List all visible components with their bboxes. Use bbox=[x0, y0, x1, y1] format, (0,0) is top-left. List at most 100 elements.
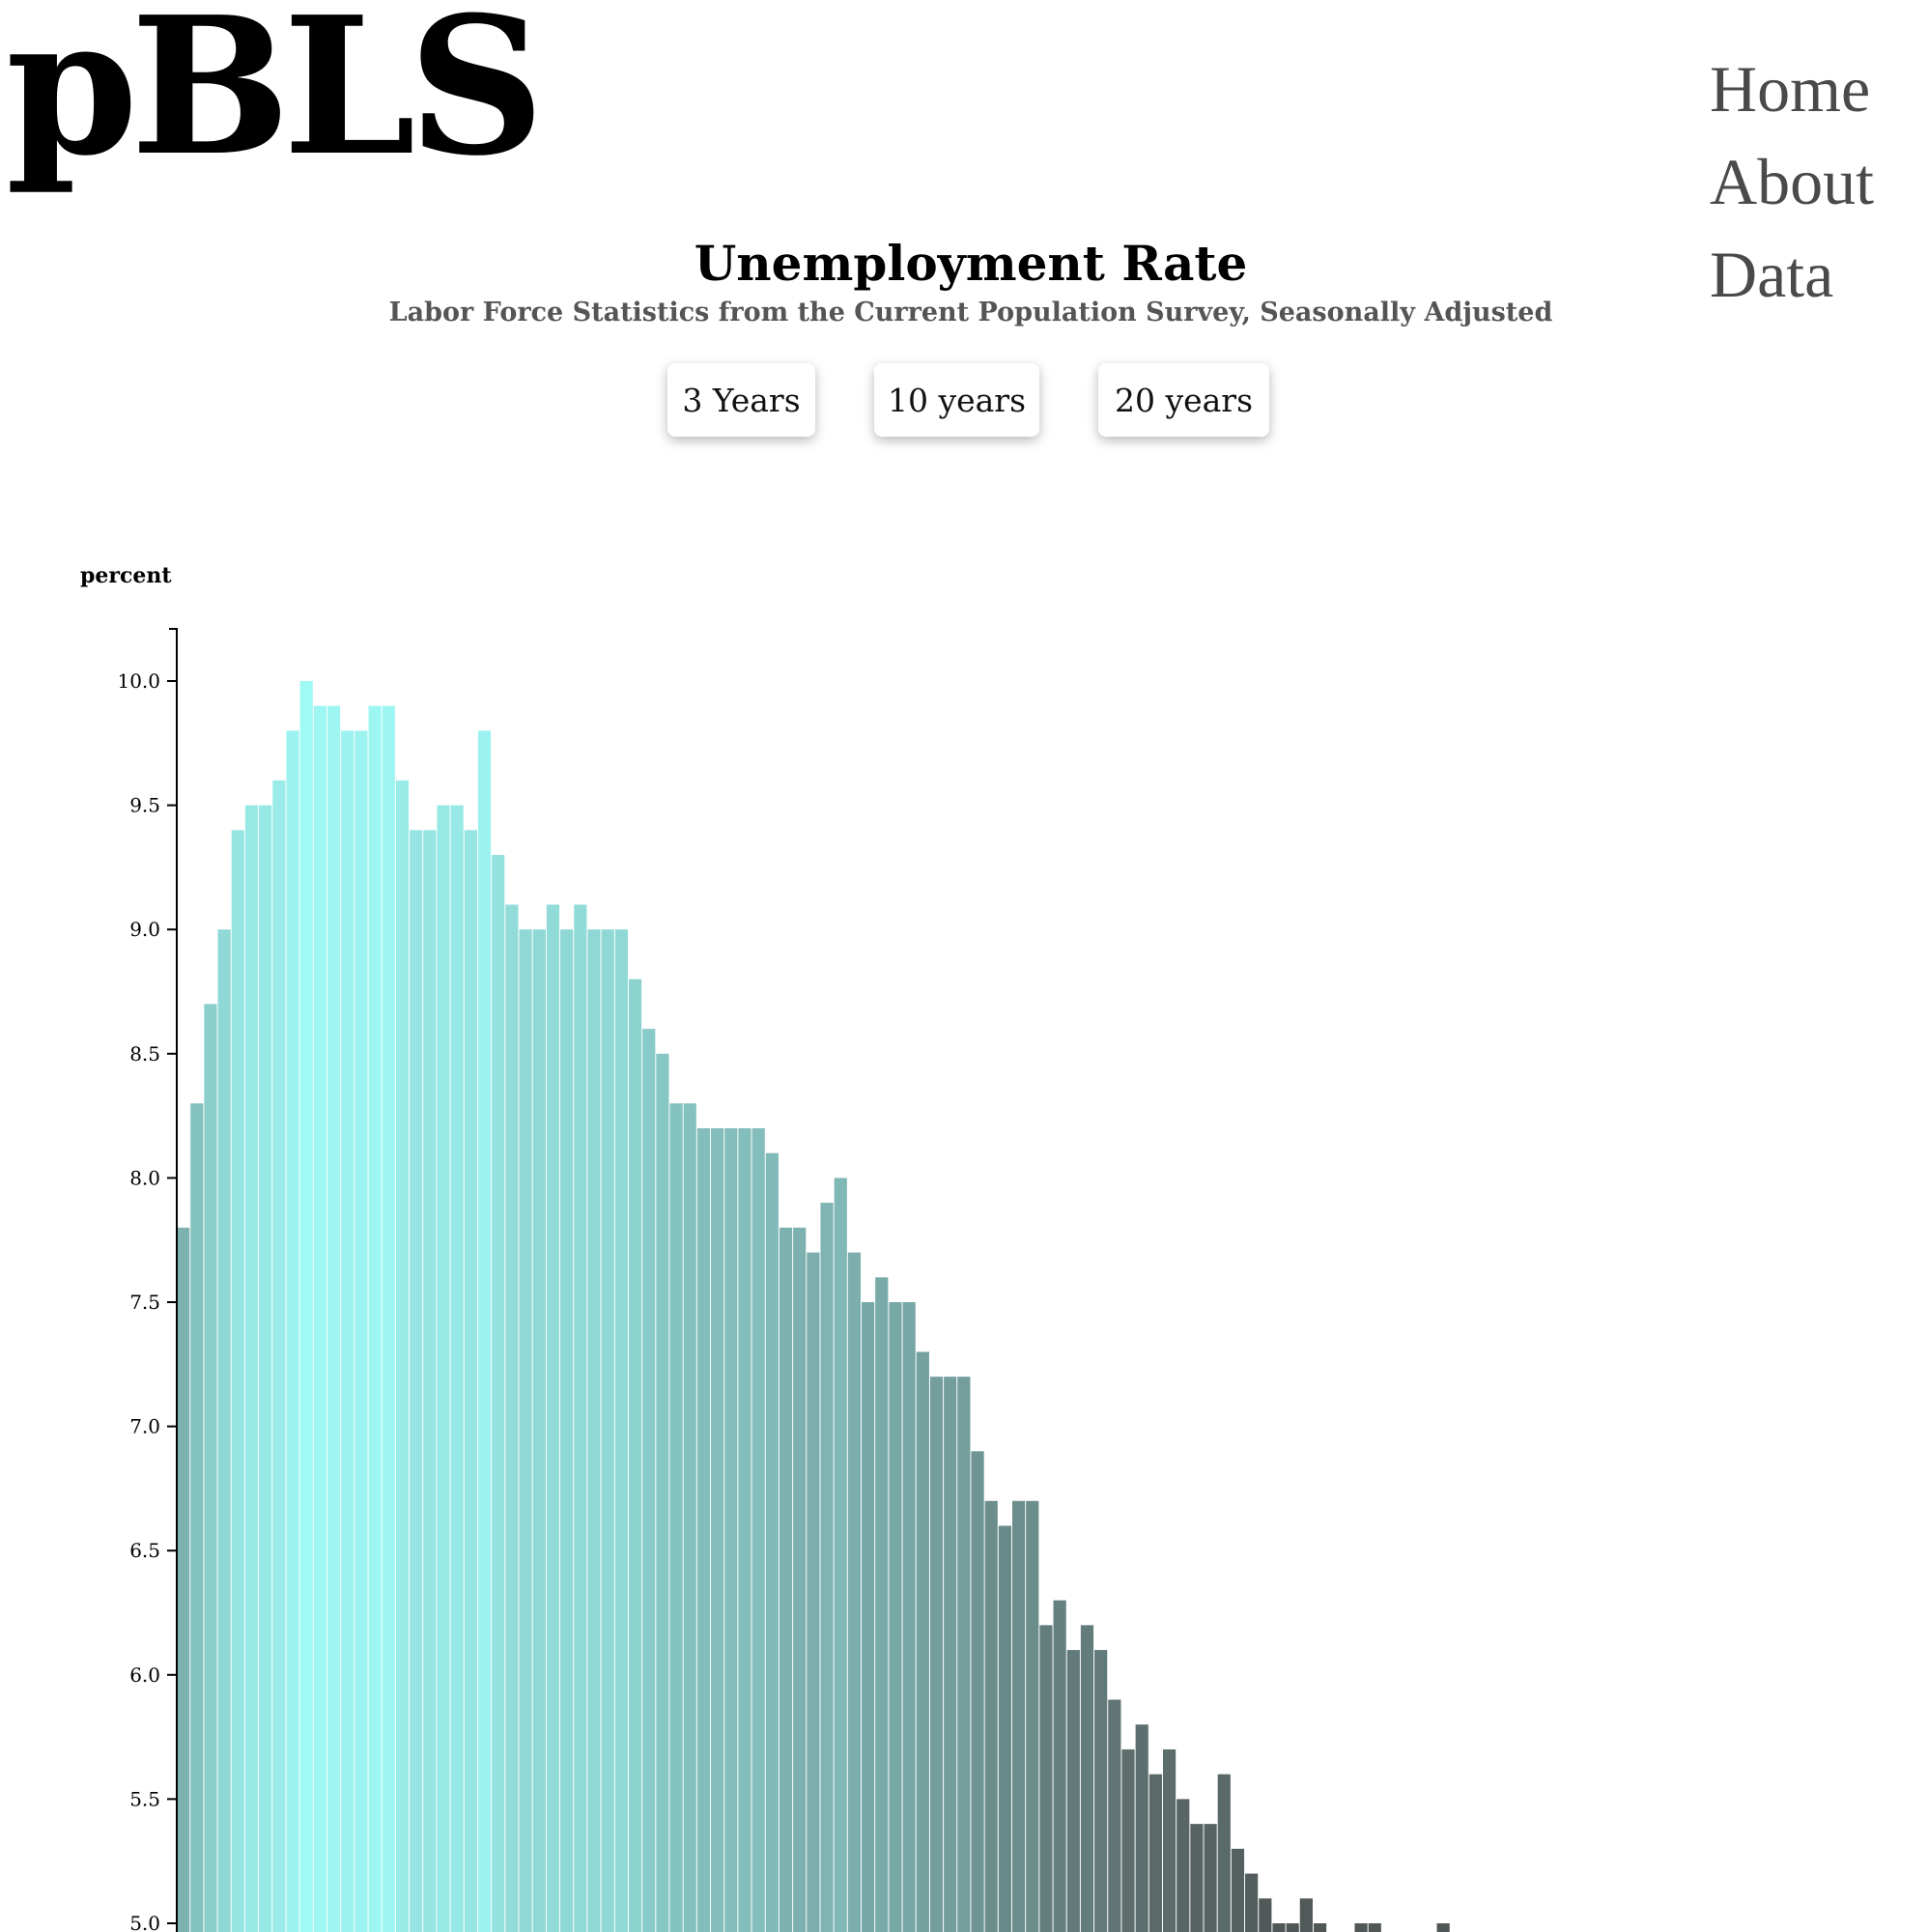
bar bbox=[1368, 1923, 1381, 1932]
bar bbox=[779, 1227, 793, 1932]
bar bbox=[204, 1004, 217, 1932]
bar bbox=[1245, 1873, 1259, 1932]
unemployment-bar-chart: percent 10.0 9.5 9.0 8.5 8.0 7.5 7.0 6.5 6.0 5.5 5… bbox=[80, 563, 1450, 1932]
bar bbox=[423, 830, 437, 1932]
page-subtitle: Labor Force Statistics from the Current … bbox=[388, 298, 1553, 327]
main-nav: Home About Data bbox=[1710, 43, 1874, 321]
bar bbox=[313, 705, 326, 1932]
bar bbox=[477, 730, 492, 1932]
y-tick-label: 5.5 bbox=[129, 1787, 160, 1810]
bar bbox=[738, 1127, 751, 1932]
bar bbox=[971, 1451, 984, 1932]
bar bbox=[902, 1302, 916, 1932]
range-20-years-button[interactable]: 20 years bbox=[1098, 363, 1269, 437]
bar bbox=[1299, 1898, 1313, 1932]
y-tick-label: 10.0 bbox=[117, 669, 160, 693]
bar bbox=[1162, 1748, 1177, 1932]
bar bbox=[656, 1053, 669, 1932]
bar bbox=[889, 1302, 902, 1932]
bar bbox=[1190, 1824, 1204, 1932]
nav-data-link[interactable]: Data bbox=[1710, 238, 1834, 311]
y-tick-label: 9.0 bbox=[129, 918, 160, 941]
y-axis-line bbox=[169, 628, 178, 1932]
bar bbox=[190, 1103, 204, 1932]
range-3-years-button[interactable]: 3 Years bbox=[667, 363, 815, 437]
y-axis-label: percent bbox=[80, 563, 172, 588]
bar bbox=[807, 1252, 820, 1932]
bar bbox=[231, 830, 244, 1932]
bar bbox=[601, 929, 614, 1932]
bar bbox=[793, 1227, 807, 1932]
bar bbox=[862, 1302, 875, 1932]
bar bbox=[354, 730, 368, 1932]
bar bbox=[1177, 1799, 1190, 1932]
range-10-years-button[interactable]: 10 years bbox=[874, 363, 1039, 437]
bar bbox=[1039, 1625, 1053, 1932]
bar bbox=[587, 929, 601, 1932]
bar bbox=[1313, 1923, 1327, 1932]
bar bbox=[1204, 1824, 1217, 1932]
bar bbox=[217, 929, 231, 1932]
bar bbox=[560, 929, 574, 1932]
y-tick-label: 7.5 bbox=[129, 1291, 160, 1314]
y-axis: 10.0 9.5 9.0 8.5 8.0 7.5 7.0 6.5 6.0 5.5 5.0 bbox=[117, 628, 178, 1932]
bar bbox=[696, 1127, 711, 1932]
bar bbox=[1286, 1923, 1299, 1932]
bar bbox=[614, 929, 628, 1932]
bar bbox=[916, 1351, 929, 1932]
bar bbox=[519, 929, 532, 1932]
bars-group bbox=[177, 681, 1450, 1932]
bar bbox=[177, 1227, 190, 1932]
bar bbox=[272, 780, 286, 1932]
bar bbox=[751, 1127, 765, 1932]
bar bbox=[299, 681, 313, 1932]
y-tick-label: 7.0 bbox=[129, 1415, 160, 1438]
bar bbox=[532, 929, 546, 1932]
bar bbox=[326, 705, 341, 1932]
bar bbox=[437, 805, 450, 1932]
bar bbox=[1231, 1848, 1245, 1932]
bar bbox=[711, 1127, 724, 1932]
bar bbox=[492, 855, 505, 1932]
bar bbox=[669, 1103, 683, 1932]
bar bbox=[1217, 1774, 1231, 1932]
y-tick-label: 5.0 bbox=[129, 1912, 160, 1932]
bar bbox=[765, 1152, 779, 1932]
page-title: Unemployment Rate bbox=[694, 235, 1248, 292]
nav-about-link[interactable]: About bbox=[1710, 145, 1874, 218]
bar bbox=[505, 904, 519, 1932]
bar bbox=[1094, 1650, 1108, 1932]
bar bbox=[464, 830, 477, 1932]
bar bbox=[944, 1377, 957, 1932]
nav-home-link[interactable]: Home bbox=[1710, 52, 1871, 126]
bar bbox=[929, 1377, 944, 1932]
bar bbox=[984, 1500, 998, 1932]
bar bbox=[1354, 1923, 1368, 1932]
bar bbox=[450, 805, 464, 1932]
bar bbox=[834, 1178, 847, 1932]
site-logo[interactable]: pBLS bbox=[6, 0, 545, 198]
bar bbox=[368, 705, 382, 1932]
bar bbox=[1080, 1625, 1094, 1932]
bar bbox=[286, 730, 299, 1932]
bar bbox=[410, 830, 423, 1932]
bar bbox=[1108, 1699, 1121, 1932]
y-tick-label: 8.5 bbox=[129, 1042, 160, 1065]
bar bbox=[244, 805, 259, 1932]
bar bbox=[395, 780, 410, 1932]
y-tick-label: 8.0 bbox=[129, 1166, 160, 1189]
bar bbox=[1259, 1898, 1272, 1932]
bar bbox=[724, 1127, 738, 1932]
bar bbox=[1066, 1650, 1080, 1932]
bar bbox=[847, 1252, 862, 1932]
bar bbox=[1272, 1923, 1286, 1932]
bar bbox=[341, 730, 354, 1932]
y-tick-label: 6.0 bbox=[129, 1663, 160, 1687]
bar bbox=[1436, 1923, 1450, 1932]
y-tick-label: 9.5 bbox=[129, 794, 160, 817]
y-tick-label: 6.5 bbox=[129, 1539, 160, 1562]
bar bbox=[998, 1525, 1011, 1932]
bar bbox=[546, 904, 560, 1932]
bar bbox=[382, 705, 395, 1932]
bar bbox=[574, 904, 587, 1932]
